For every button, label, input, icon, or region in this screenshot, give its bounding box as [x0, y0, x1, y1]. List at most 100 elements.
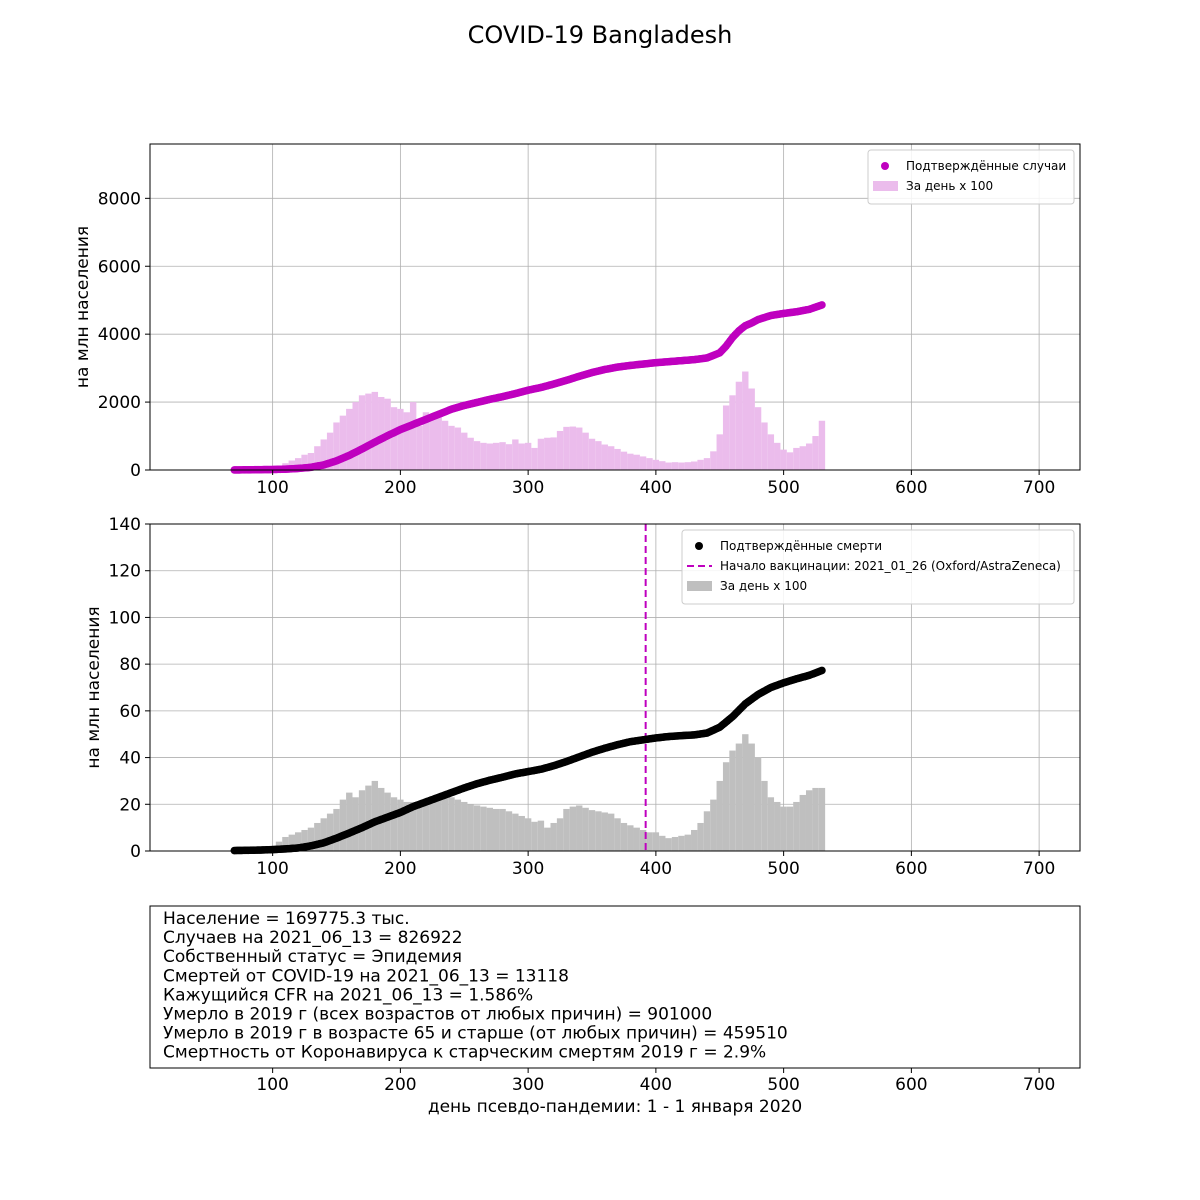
- bar: [748, 743, 755, 851]
- bar: [659, 835, 666, 851]
- x-tick-label: 300: [512, 859, 544, 879]
- bar: [684, 834, 692, 851]
- legend-label: Подтверждённые смерти: [720, 539, 882, 553]
- bar: [665, 462, 672, 470]
- bar: [435, 799, 442, 851]
- info-line: Смертность от Коронавируса к старческим …: [163, 1043, 766, 1063]
- x-tick-label: 600: [895, 478, 927, 498]
- bar: [448, 797, 455, 851]
- bar: [754, 407, 762, 470]
- bar: [697, 459, 704, 470]
- bar: [524, 818, 532, 851]
- bar: [461, 432, 468, 470]
- bar: [684, 462, 692, 470]
- bar: [371, 780, 379, 851]
- info-line: Умерло в 2019 г (всех возрастов от любых…: [163, 1005, 712, 1025]
- x-tick-label: 700: [1023, 1075, 1055, 1095]
- x-tick-label: 700: [1023, 859, 1055, 879]
- y-tick-label: 40: [119, 749, 141, 769]
- bar: [614, 818, 621, 851]
- bar: [473, 441, 481, 470]
- bar: [403, 412, 410, 470]
- bar: [397, 408, 404, 470]
- x-tick-label: 600: [895, 859, 927, 879]
- bar: [786, 806, 794, 851]
- bar: [326, 813, 334, 851]
- bar: [448, 425, 455, 470]
- bar: [550, 822, 557, 851]
- bar: [282, 836, 289, 851]
- bar: [812, 436, 819, 470]
- bar: [544, 827, 551, 851]
- bar: [473, 805, 481, 851]
- bar: [569, 426, 577, 470]
- x-tick-label: 500: [767, 1075, 799, 1095]
- bar: [320, 818, 327, 851]
- bar: [518, 815, 525, 851]
- bar: [659, 461, 666, 470]
- x-axis-label: день псевдо-пандемии: 1 - 1 января 2020: [428, 1097, 802, 1117]
- bar: [646, 832, 653, 851]
- cumulative-points: [230, 666, 826, 855]
- bar: [390, 407, 398, 470]
- bar: [716, 780, 723, 851]
- bar: [301, 829, 308, 851]
- bar: [735, 743, 743, 851]
- bar: [480, 442, 487, 470]
- x-tick-label: 200: [384, 1075, 416, 1095]
- bar: [371, 391, 379, 470]
- bar: [620, 822, 628, 851]
- bar: [639, 829, 647, 851]
- bar: [735, 381, 743, 470]
- bar: [550, 437, 557, 470]
- bar: [722, 405, 730, 470]
- bar: [588, 438, 596, 470]
- info-line: Случаев на 2021_06_13 = 826922: [163, 928, 463, 948]
- bar: [537, 820, 545, 851]
- y-tick-label: 80: [119, 655, 141, 675]
- bar: [435, 417, 442, 470]
- axes-frame: [149, 523, 1081, 852]
- info-line: Смертей от COVID-19 на 2021_06_13 = 1311…: [163, 966, 569, 986]
- bar: [333, 422, 340, 470]
- x-tick-label: 100: [256, 859, 288, 879]
- bar: [710, 799, 717, 851]
- x-tick-label: 100: [256, 478, 288, 498]
- bar: [799, 446, 806, 470]
- bar: [818, 420, 826, 470]
- y-tick-label: 140: [109, 515, 141, 535]
- bar: [467, 437, 474, 470]
- bar: [671, 836, 679, 851]
- bar: [409, 402, 417, 470]
- daily-bars: [269, 371, 826, 470]
- bar: [716, 434, 723, 470]
- y-tick-label: 8000: [98, 189, 141, 209]
- info-line: Население = 169775.3 тыс.: [163, 909, 410, 929]
- bar: [409, 801, 417, 851]
- bar: [761, 422, 768, 470]
- bar: [563, 808, 570, 851]
- bar: [774, 442, 781, 470]
- bar: [512, 813, 519, 851]
- bar: [786, 452, 794, 470]
- bar: [742, 734, 749, 851]
- bar: [384, 792, 391, 851]
- bar: [812, 787, 819, 851]
- bar: [461, 801, 468, 851]
- y-tick-label: 120: [109, 562, 141, 582]
- legend: Подтверждённые случаи За день x 100: [867, 149, 1075, 205]
- bar: [697, 822, 704, 851]
- bar: [429, 799, 436, 851]
- bar: [524, 442, 532, 470]
- point: [818, 666, 826, 675]
- bar: [454, 427, 462, 470]
- x-tick-label: 300: [512, 478, 544, 498]
- x-tick-label: 500: [767, 478, 799, 498]
- bar: [339, 799, 347, 851]
- legend-box: [681, 529, 1075, 605]
- x-tick-label: 500: [767, 859, 799, 879]
- bar: [569, 806, 577, 851]
- info-line: Собственный статус = Эпидемия: [163, 947, 462, 967]
- bar: [754, 757, 762, 851]
- bar: [486, 443, 494, 470]
